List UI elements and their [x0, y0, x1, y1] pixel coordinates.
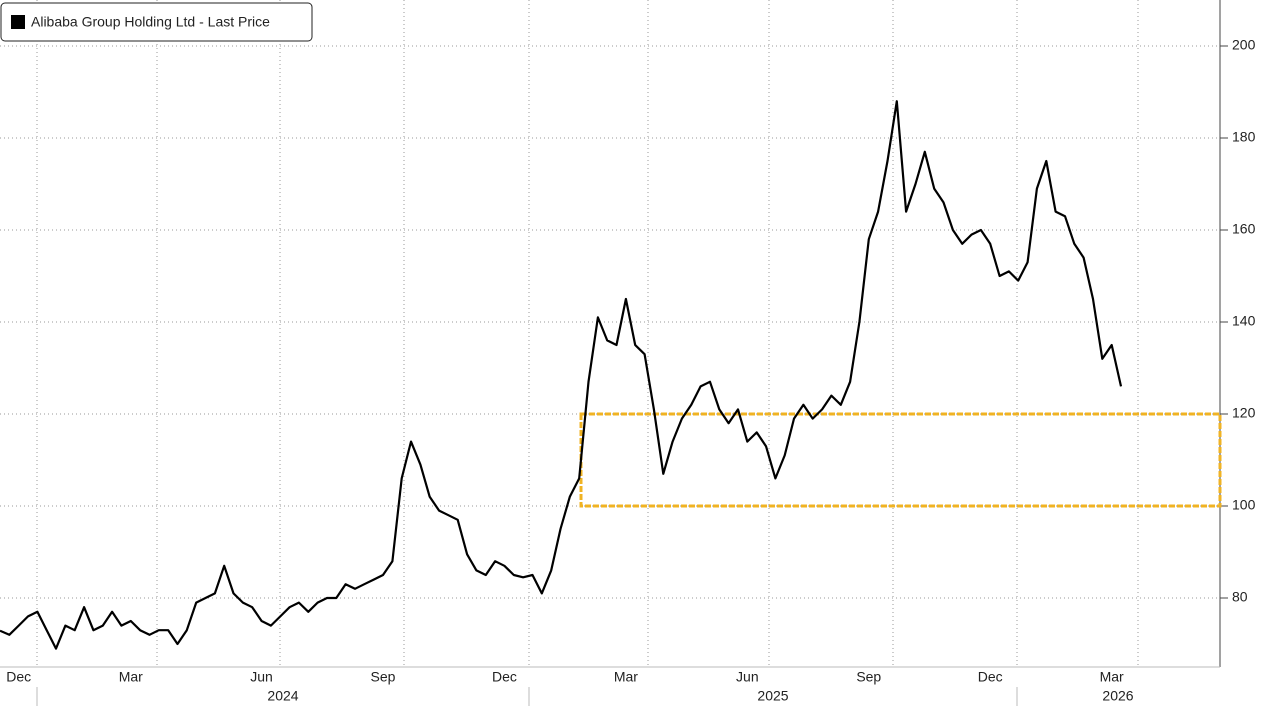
- legend-swatch: [11, 15, 25, 29]
- y-tick-label: 160: [1232, 221, 1256, 237]
- year-label: 2024: [267, 688, 298, 704]
- x-tick-label: Mar: [1100, 669, 1124, 685]
- y-tick-label: 200: [1232, 37, 1256, 53]
- price-line: [0, 100, 1123, 650]
- y-tick-label: 80: [1232, 589, 1248, 605]
- y-tick-label: 180: [1232, 129, 1256, 145]
- x-tick-label: Jun: [250, 669, 273, 685]
- x-tick-label: Dec: [492, 669, 517, 685]
- y-tick-label: 100: [1232, 497, 1256, 513]
- x-tick-label: Mar: [119, 669, 143, 685]
- x-tick-label: Dec: [6, 669, 31, 685]
- x-tick-label: Sep: [856, 669, 881, 685]
- highlight-box: [579, 412, 1222, 508]
- y-tick-label: 120: [1232, 405, 1256, 421]
- x-tick-label: Mar: [614, 669, 638, 685]
- legend-box: [0, 2, 313, 42]
- x-tick-label: Dec: [978, 669, 1003, 685]
- x-tick-label: Sep: [371, 669, 396, 685]
- year-label: 2025: [757, 688, 788, 704]
- x-tick-label: Jun: [736, 669, 759, 685]
- y-tick-label: 140: [1232, 313, 1256, 329]
- legend: Alibaba Group Holding Ltd - Last Price: [0, 2, 313, 42]
- year-label: 2026: [1102, 688, 1133, 704]
- legend-label: Alibaba Group Holding Ltd - Last Price: [31, 14, 270, 30]
